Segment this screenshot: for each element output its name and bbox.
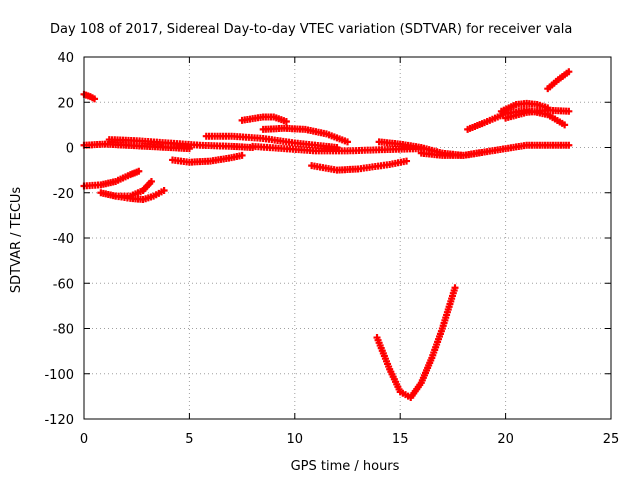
data-point: [282, 117, 290, 125]
data-point: [135, 167, 143, 175]
y-tick-label: -80: [53, 323, 74, 338]
series-s7: [169, 151, 246, 166]
series-s1: [80, 90, 99, 103]
x-axis-label: GPS time / hours: [291, 459, 400, 474]
data-point: [481, 148, 489, 156]
data-point: [561, 121, 569, 129]
series-s9: [238, 113, 290, 125]
x-tick-label: 0: [80, 432, 88, 447]
x-tick-label: 20: [497, 432, 514, 447]
data-point: [238, 151, 246, 159]
y-tick-label: 40: [57, 51, 74, 66]
data-point: [344, 138, 351, 146]
data-point: [451, 284, 459, 292]
x-tick-label: 25: [603, 432, 620, 447]
x-tick-label: 15: [392, 432, 409, 447]
x-tick-label: 5: [185, 432, 193, 447]
series-s14: [373, 284, 459, 402]
series-s12: [308, 157, 411, 174]
series-s15: [417, 148, 489, 159]
data-point: [147, 177, 155, 185]
y-tick-label: -40: [53, 232, 74, 247]
data-point: [565, 68, 573, 76]
series-s10: [259, 124, 351, 146]
data-point: [565, 141, 573, 149]
x-tick-label: 10: [287, 432, 304, 447]
y-tick-label: 20: [57, 96, 74, 111]
data-point: [91, 95, 99, 103]
data-series: [80, 68, 573, 402]
data-point: [565, 107, 573, 115]
y-tick-label: -20: [53, 187, 74, 202]
y-tick-label: 0: [66, 142, 74, 157]
y-tick-label: -60: [53, 277, 74, 292]
y-tick-label: -120: [44, 413, 74, 428]
series-s4: [80, 167, 143, 190]
series-s8: [202, 132, 341, 151]
y-tick-label: -100: [44, 368, 74, 383]
data-point: [160, 186, 168, 194]
chart-title: Day 108 of 2017, Sidereal Day-to-day VTE…: [50, 22, 572, 37]
series-s19: [544, 68, 573, 93]
y-axis-label: SDTVAR / TECUs: [9, 187, 24, 294]
series-s6: [112, 186, 168, 204]
axis-ticks: [83, 56, 612, 420]
data-point: [403, 157, 411, 165]
tick-labels: -120 -100 -80 -60 -40 -20 0 20 40 0 5 10 15 20 25: [44, 51, 619, 447]
series-s18: [502, 106, 573, 122]
